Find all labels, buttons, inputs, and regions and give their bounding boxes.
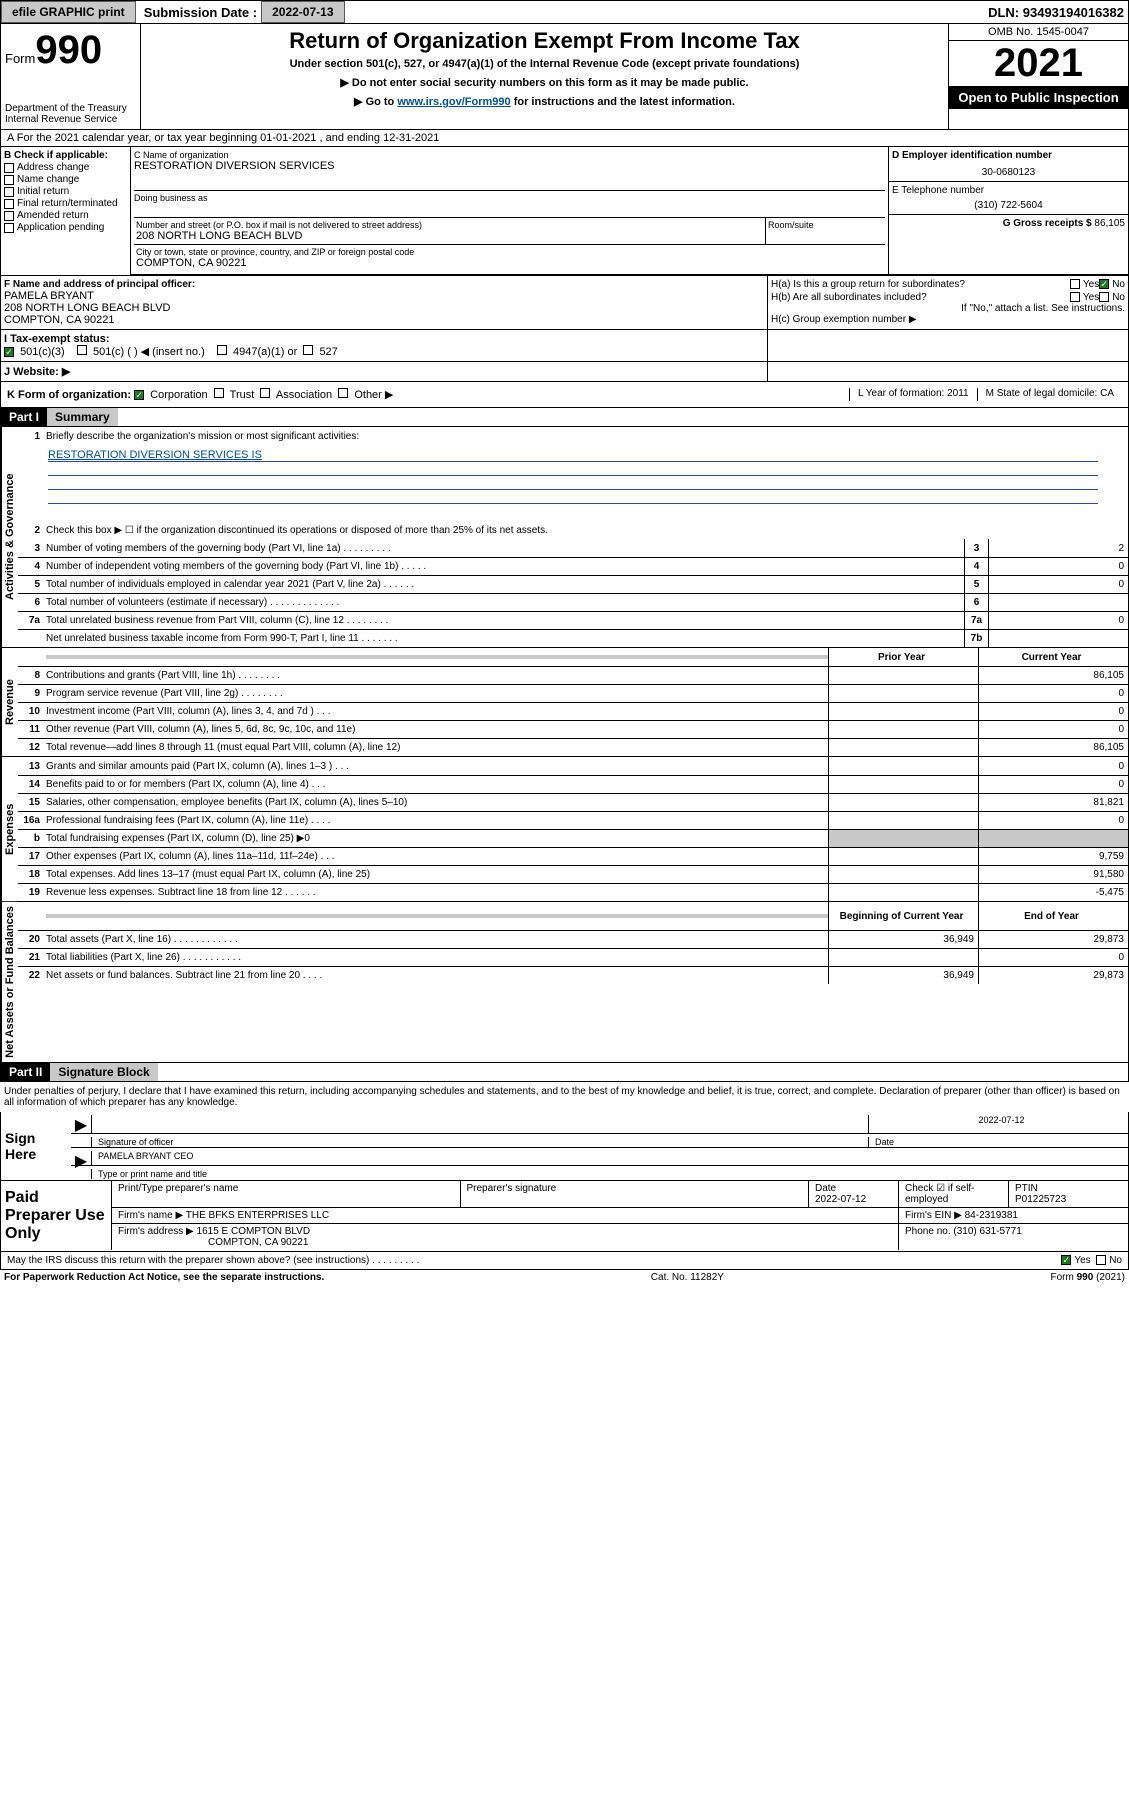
chk-corp[interactable]: ✓ [134,390,144,400]
street-address: 208 NORTH LONG BEACH BLVD [136,230,763,242]
part-2-header: Part IISignature Block [0,1063,1129,1082]
chk-amended[interactable] [4,211,14,221]
website-label: J Website: ▶ [4,366,70,378]
chk-501c3[interactable]: ✓ [4,347,14,357]
form-header: Form990 Department of the Treasury Inter… [0,24,1129,130]
row-a-tax-year: A For the 2021 calendar year, or tax yea… [0,130,1129,147]
net-assets-section: Net Assets or Fund Balances Beginning of… [0,902,1129,1063]
row-f-h: F Name and address of principal officer:… [0,276,1129,330]
submission-date-button[interactable]: 2022-07-13 [261,1,344,23]
chk-other[interactable] [338,388,348,398]
revenue-section: Revenue Prior YearCurrent Year 8Contribu… [0,648,1129,757]
row-i: I Tax-exempt status: ✓ 501(c)(3) 501(c) … [0,330,1129,362]
declaration-text: Under penalties of perjury, I declare th… [0,1082,1129,1112]
chk-address-change[interactable] [4,163,14,173]
year-formation: L Year of formation: 2011 [849,388,977,401]
submission-date-label: Submission Date : [144,5,257,20]
col-b-checkboxes: B Check if applicable: Address change Na… [1,147,131,275]
row-j: J Website: ▶ [0,362,1129,382]
chk-4947[interactable] [217,345,227,355]
officer-name: PAMELA BRYANT [4,290,764,302]
chk-527[interactable] [303,345,313,355]
city-label: City or town, state or province, country… [136,247,883,257]
officer-addr2: COMPTON, CA 90221 [4,314,764,326]
form-title: Return of Organization Exempt From Incom… [151,28,938,54]
side-net-assets: Net Assets or Fund Balances [1,902,18,1062]
irs-label: Internal Revenue Service [5,114,136,125]
h-note: If "No," attach a list. See instructions… [771,303,1125,314]
city-state-zip: COMPTON, CA 90221 [136,257,883,269]
subtitle-2: ▶ Do not enter social security numbers o… [151,76,938,89]
addr-label: Number and street (or P.O. box if mail i… [136,220,763,230]
chk-501c[interactable] [77,345,87,355]
chk-app-pending[interactable] [4,223,14,233]
row-k: K Form of organization: ✓ Corporation Tr… [0,382,1129,408]
hc-label: H(c) Group exemption number ▶ [771,314,1125,325]
room-label: Room/suite [768,220,883,230]
ein-label: D Employer identification number [892,150,1125,161]
hb-yes[interactable] [1070,292,1080,302]
page-footer: For Paperwork Reduction Act Notice, see … [0,1270,1129,1285]
dba-label: Doing business as [134,190,885,203]
gross-label: G Gross receipts $ [1003,218,1092,229]
activities-governance-section: Activities & Governance 1Briefly describ… [0,427,1129,648]
officer-addr1: 208 NORTH LONG BEACH BLVD [4,302,764,314]
chk-trust[interactable] [214,388,224,398]
state-domicile: M State of legal domicile: CA [977,388,1122,401]
side-expenses: Expenses [1,757,18,901]
may-yes[interactable]: ✓ [1061,1255,1071,1265]
paid-preparer-label: Paid Preparer Use Only [1,1181,111,1251]
chk-name-change[interactable] [4,175,14,185]
part-1-header: Part ISummary [0,408,1129,427]
f-label: F Name and address of principal officer: [4,279,764,290]
chk-initial-return[interactable] [4,187,14,197]
subtitle-1: Under section 501(c), 527, or 4947(a)(1)… [151,58,938,70]
form-number: 990 [35,28,102,72]
omb-number: OMB No. 1545-0047 [949,24,1128,41]
tel-label: E Telephone number [892,185,1125,196]
subtitle-3: ▶ Go to www.irs.gov/Form990 for instruct… [151,95,938,108]
instructions-link[interactable]: www.irs.gov/Form990 [397,96,510,108]
ein-value: 30-0680123 [892,167,1125,178]
efile-print-button[interactable]: efile GRAPHIC print [1,1,136,23]
may-discuss-row: May the IRS discuss this return with the… [0,1252,1129,1270]
block-bcdefg: B Check if applicable: Address change Na… [0,147,1129,276]
may-no[interactable] [1096,1255,1106,1265]
arrow-icon: ▶ [71,1115,91,1133]
sign-here-block: Sign Here ▶2022-07-12 Signature of offic… [0,1112,1129,1181]
chk-assoc[interactable] [260,388,270,398]
form-label: Form [5,51,35,66]
c-name-label: C Name of organization [134,150,885,160]
ha-yes[interactable] [1070,279,1080,289]
gross-value: 86,105 [1094,218,1125,229]
open-to-public: Open to Public Inspection [949,86,1128,109]
sign-here-label: Sign Here [1,1112,71,1180]
arrow-icon: ▶ [71,1151,91,1165]
paid-preparer-block: Paid Preparer Use Only Print/Type prepar… [0,1181,1129,1252]
tax-year: 2021 [949,41,1128,86]
dln: DLN: 93493194016382 [988,5,1128,20]
top-bar: efile GRAPHIC print Submission Date : 20… [0,0,1129,24]
org-name: RESTORATION DIVERSION SERVICES [134,160,885,172]
side-revenue: Revenue [1,648,18,756]
tel-value: (310) 722-5604 [892,200,1125,211]
ha-no[interactable]: ✓ [1099,279,1109,289]
expenses-section: Expenses 13Grants and similar amounts pa… [0,757,1129,902]
mission-text: RESTORATION DIVERSION SERVICES IS [48,449,262,461]
dept-treasury: Department of the Treasury [5,103,136,114]
hb-no[interactable] [1099,292,1109,302]
side-activities: Activities & Governance [1,427,18,647]
chk-final-return[interactable] [4,199,14,209]
